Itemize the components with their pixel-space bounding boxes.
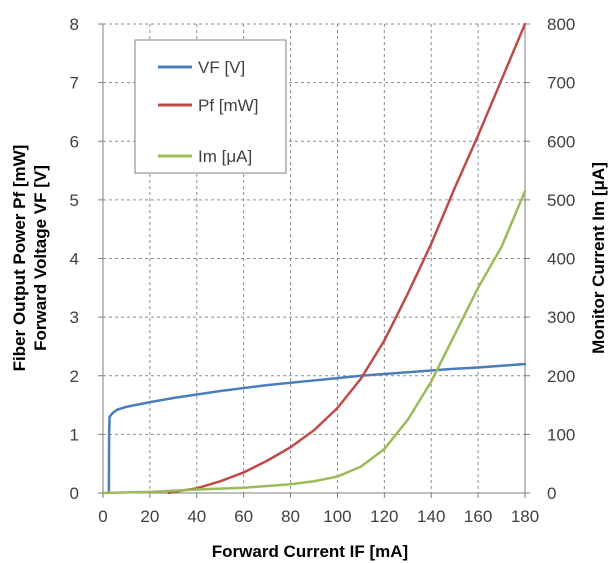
y-right-axis-ticks: 0 100 200 300 400 500 600 700 800	[525, 15, 575, 503]
x-tick-label: 160	[464, 507, 492, 526]
legend: VF [V] Pf [mW] Im [μA]	[134, 39, 287, 174]
y-right-tick-label: 600	[547, 132, 575, 151]
y-left-axis-ticks: 0 1 2 3 4 5 6 7 8	[70, 15, 103, 503]
x-tick-label: 180	[511, 507, 539, 526]
y-left-tick-label: 8	[70, 15, 79, 34]
x-tick-label: 20	[140, 507, 159, 526]
y-left-axis-title-line1: Fiber Output Power Pf [mW]	[10, 145, 29, 372]
y-right-tick-label: 700	[547, 74, 575, 93]
y-left-tick-label: 4	[70, 250, 79, 269]
y-right-tick-label: 100	[547, 425, 575, 444]
x-tick-label: 80	[281, 507, 300, 526]
y-left-tick-label: 5	[70, 191, 79, 210]
legend-label-3: Im [μA]	[198, 147, 252, 166]
series-line-1	[107, 362, 527, 495]
y-left-tick-label: 3	[70, 308, 79, 327]
y-right-tick-label: 200	[547, 367, 575, 386]
x-tick-label: 100	[323, 507, 351, 526]
x-axis-title: Forward Current IF [mA]	[212, 542, 408, 561]
x-tick-label: 140	[417, 507, 445, 526]
x-tick-label: 60	[234, 507, 253, 526]
y-right-tick-label: 0	[547, 484, 556, 503]
y-right-axis-title: Monitor Current Im [μA]	[589, 162, 608, 354]
y-right-tick-label: 300	[547, 308, 575, 327]
y-left-tick-label: 7	[70, 74, 79, 93]
x-tick-label: 120	[370, 507, 398, 526]
y-right-tick-label: 500	[547, 191, 575, 210]
legend-label-1: VF [V]	[198, 58, 245, 77]
y-right-tick-label: 800	[547, 15, 575, 34]
x-tick-label: 0	[98, 507, 107, 526]
series-layer	[101, 22, 527, 495]
x-tick-label: 40	[187, 507, 206, 526]
x-axis-ticks: 0 20 40 60 80 100 120 140 160 180	[98, 493, 539, 526]
series-line-2	[167, 22, 527, 495]
legend-label-2: Pf [mW]	[198, 96, 258, 115]
series-line-3	[101, 189, 527, 495]
y-left-tick-label: 0	[70, 484, 79, 503]
y-left-tick-label: 2	[70, 367, 79, 386]
y-left-tick-label: 6	[70, 132, 79, 151]
y-right-tick-label: 400	[547, 250, 575, 269]
y-left-tick-label: 1	[70, 425, 79, 444]
y-left-axis-title-line2: Forward Voltage VF [V]	[31, 165, 50, 351]
